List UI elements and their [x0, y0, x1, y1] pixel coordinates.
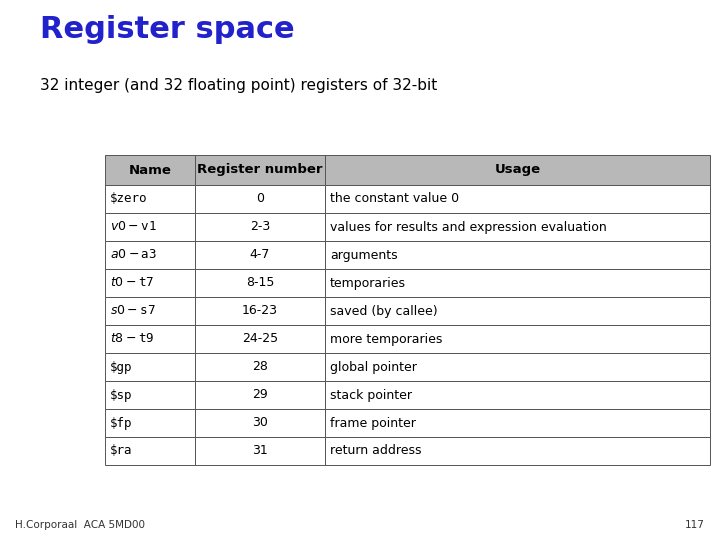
- Bar: [325, 155, 710, 185]
- Text: global pointer: global pointer: [330, 361, 417, 374]
- Bar: [195, 437, 325, 465]
- Bar: [105, 381, 195, 409]
- Text: more temporaries: more temporaries: [330, 333, 442, 346]
- Bar: [105, 269, 195, 297]
- Bar: [325, 213, 710, 241]
- Bar: [325, 437, 710, 465]
- Text: $fp: $fp: [110, 416, 132, 429]
- Bar: [195, 213, 325, 241]
- Bar: [195, 155, 325, 185]
- Bar: [325, 297, 710, 325]
- Text: 30: 30: [252, 416, 268, 429]
- Text: $t0-$t7: $t0-$t7: [110, 276, 154, 289]
- Bar: [105, 241, 195, 269]
- Bar: [195, 241, 325, 269]
- Text: $sp: $sp: [110, 388, 132, 402]
- Bar: [105, 185, 195, 213]
- Text: Register number: Register number: [197, 164, 323, 177]
- Text: 29: 29: [252, 388, 268, 402]
- Bar: [325, 381, 710, 409]
- Text: temporaries: temporaries: [330, 276, 406, 289]
- Text: 31: 31: [252, 444, 268, 457]
- Text: $gp: $gp: [110, 361, 132, 374]
- Text: stack pointer: stack pointer: [330, 388, 412, 402]
- Bar: [105, 155, 195, 185]
- Bar: [195, 325, 325, 353]
- Bar: [195, 381, 325, 409]
- Bar: [105, 437, 195, 465]
- Text: $ra: $ra: [110, 444, 132, 457]
- Text: $v0-$v1: $v0-$v1: [110, 220, 157, 233]
- Text: 28: 28: [252, 361, 268, 374]
- Text: frame pointer: frame pointer: [330, 416, 416, 429]
- Text: 4-7: 4-7: [250, 248, 270, 261]
- Bar: [325, 325, 710, 353]
- Bar: [105, 409, 195, 437]
- Text: Register space: Register space: [40, 15, 294, 44]
- Text: Name: Name: [129, 164, 171, 177]
- Text: 8-15: 8-15: [246, 276, 274, 289]
- Text: the constant value 0: the constant value 0: [330, 192, 459, 206]
- Bar: [195, 297, 325, 325]
- Bar: [105, 325, 195, 353]
- Text: saved (by callee): saved (by callee): [330, 305, 438, 318]
- Text: $a0-$a3: $a0-$a3: [110, 248, 157, 261]
- Text: $s0-$s7: $s0-$s7: [110, 305, 156, 318]
- Bar: [325, 185, 710, 213]
- Bar: [195, 409, 325, 437]
- Text: 16-23: 16-23: [242, 305, 278, 318]
- Bar: [105, 213, 195, 241]
- Text: 2-3: 2-3: [250, 220, 270, 233]
- Bar: [105, 353, 195, 381]
- Bar: [325, 409, 710, 437]
- Bar: [105, 297, 195, 325]
- Text: 32 integer (and 32 floating point) registers of 32-bit: 32 integer (and 32 floating point) regis…: [40, 78, 437, 93]
- Text: Usage: Usage: [495, 164, 541, 177]
- Text: H.Corporaal  ACA 5MD00: H.Corporaal ACA 5MD00: [15, 520, 145, 530]
- Bar: [325, 269, 710, 297]
- Bar: [195, 353, 325, 381]
- Bar: [325, 353, 710, 381]
- Text: 24-25: 24-25: [242, 333, 278, 346]
- Text: 0: 0: [256, 192, 264, 206]
- Bar: [325, 241, 710, 269]
- Bar: [195, 269, 325, 297]
- Text: arguments: arguments: [330, 248, 397, 261]
- Text: $t8-$t9: $t8-$t9: [110, 333, 154, 346]
- Text: $zero: $zero: [110, 192, 148, 206]
- Text: return address: return address: [330, 444, 421, 457]
- Bar: [195, 185, 325, 213]
- Text: 117: 117: [685, 520, 705, 530]
- Text: values for results and expression evaluation: values for results and expression evalua…: [330, 220, 607, 233]
